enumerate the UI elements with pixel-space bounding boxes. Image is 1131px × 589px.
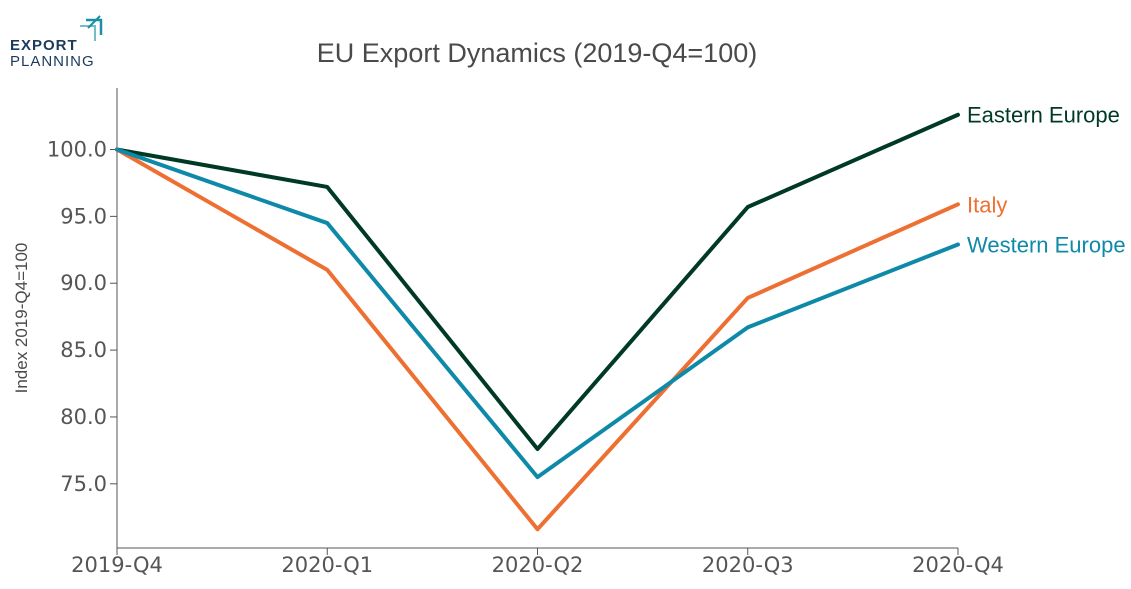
logo-text-top: EXPORT — [10, 37, 78, 54]
x-tick-label: 2020-Q1 — [281, 553, 373, 577]
x-ticks: 2019-Q4 2020-Q1 2020-Q2 2020-Q3 2020-Q4 — [71, 548, 1004, 577]
x-tick-label: 2020-Q2 — [492, 553, 584, 577]
series-label-eastern-europe: Eastern Europe — [967, 103, 1120, 128]
y-tick-label: 95.0 — [60, 204, 107, 228]
logo: EXPORT PLANNING — [10, 15, 103, 70]
x-tick-label: 2020-Q4 — [912, 553, 1004, 577]
logo-bracket-icon — [86, 18, 103, 35]
logo-arrow-icon — [87, 15, 101, 29]
series-line-italy — [115, 147, 960, 532]
logo-bracket-inner-icon — [80, 25, 96, 41]
y-axis-label: Index 2019-Q4=100 — [12, 243, 31, 394]
series-lines — [115, 112, 960, 532]
y-tick-label: 80.0 — [60, 405, 107, 429]
series-label-italy: Italy — [967, 192, 1007, 217]
x-tick-label: 2019-Q4 — [71, 553, 163, 577]
y-tick-label: 90.0 — [60, 271, 107, 295]
series-line-eastern-europe — [115, 112, 960, 452]
series-label-western-europe: Western Europe — [967, 232, 1126, 257]
logo-text-bottom: PLANNING — [10, 53, 95, 70]
y-ticks: 75.0 80.0 85.0 90.0 95.0 100.0 — [47, 138, 117, 496]
series-labels: Eastern Europe Italy Western Europe — [967, 103, 1126, 258]
y-tick-label: 85.0 — [60, 338, 107, 362]
x-tick-label: 2020-Q3 — [702, 553, 794, 577]
y-tick-label: 100.0 — [47, 138, 107, 162]
chart-title: EU Export Dynamics (2019-Q4=100) — [317, 38, 757, 68]
series-line-western-europe — [115, 147, 960, 480]
y-tick-label: 75.0 — [60, 472, 107, 496]
